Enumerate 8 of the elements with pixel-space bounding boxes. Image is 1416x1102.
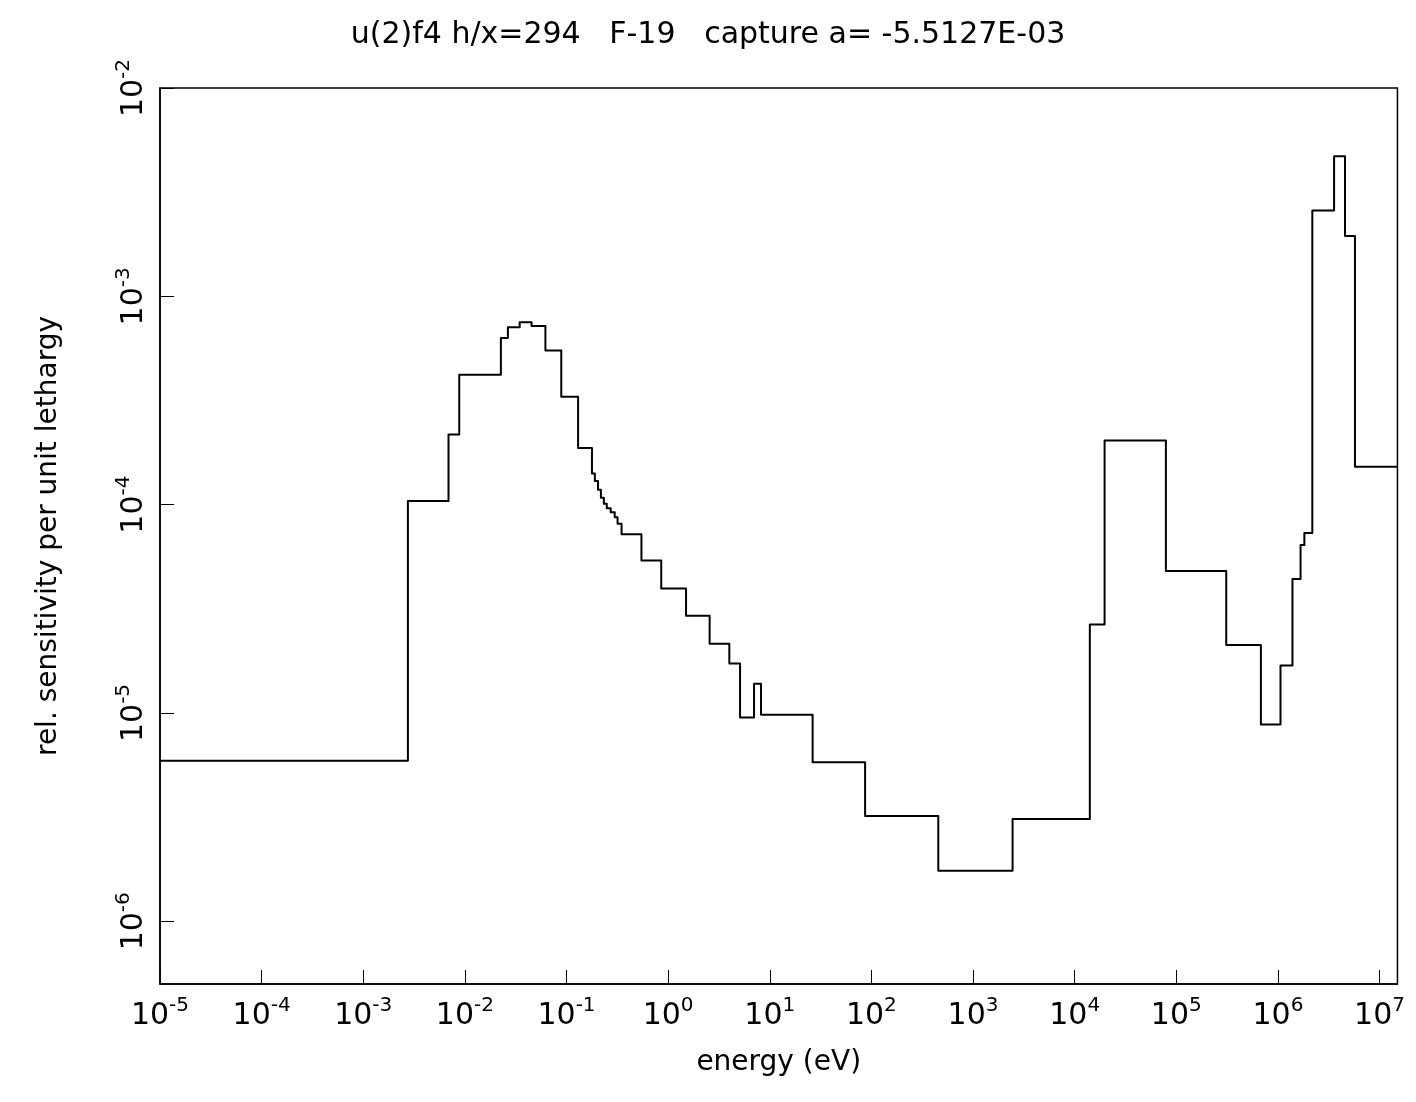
- x-axis-title: energy (eV): [696, 1043, 862, 1077]
- y-tick-label: 10-5: [110, 683, 149, 743]
- y-tick-label: 10-4: [110, 475, 149, 534]
- y-axis-title: rel. sensitivity per unit lethargy: [29, 315, 63, 757]
- y-tick-label: 10-2: [110, 58, 149, 118]
- chart-title: u(2)f4 h/x=294 F-19 capture a= -5.5127E-03: [350, 14, 1066, 50]
- y-tick-label: 10-6: [110, 892, 149, 951]
- y-tick-label: 10-3: [110, 267, 149, 326]
